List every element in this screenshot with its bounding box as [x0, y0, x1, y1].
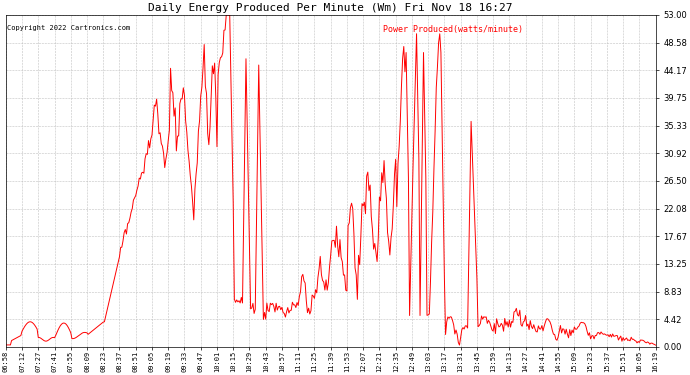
Text: Copyright 2022 Cartronics.com: Copyright 2022 Cartronics.com: [7, 25, 130, 31]
Title: Daily Energy Produced Per Minute (Wm) Fri Nov 18 16:27: Daily Energy Produced Per Minute (Wm) Fr…: [148, 3, 513, 13]
Text: Power Produced(watts/minute): Power Produced(watts/minute): [383, 25, 522, 34]
